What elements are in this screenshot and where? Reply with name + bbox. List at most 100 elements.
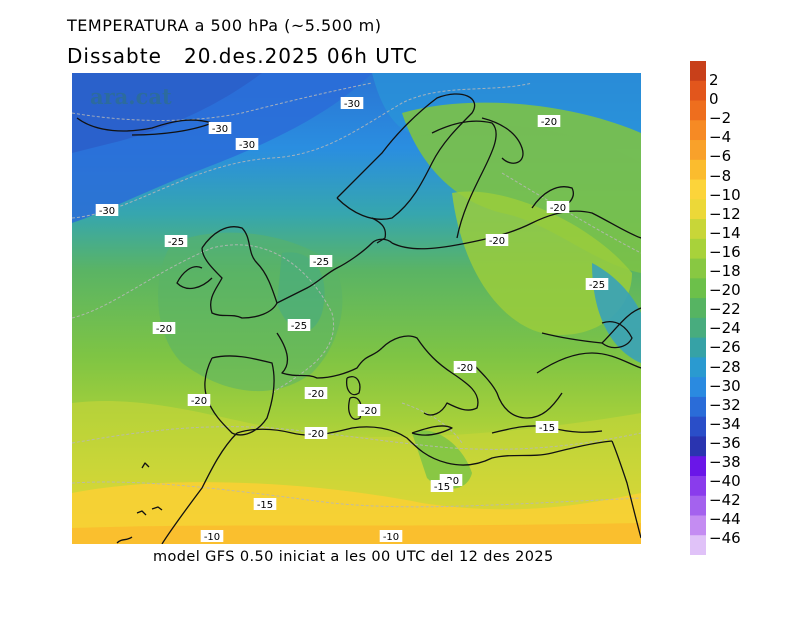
legend-label: −8 <box>709 166 732 185</box>
legend-label: −18 <box>709 262 741 280</box>
isotherm-label: -20 <box>308 389 324 400</box>
isotherm-label-bg <box>164 235 188 247</box>
isotherm-label: -30 <box>99 206 115 217</box>
isotherm-label: -20 <box>156 324 172 335</box>
legend-swatch <box>690 337 706 358</box>
isotherm-labels: -30 -30 -30 -30 -25 -25 -25 -25 -20 -20 -20 -20 -20 -… <box>95 97 609 543</box>
isotherm-label: -10 <box>383 532 399 543</box>
isotherm-label: -20 <box>550 203 566 214</box>
legend-label: −30 <box>709 376 741 395</box>
color-scale-bar <box>690 61 706 555</box>
isotherm-lines <box>72 82 641 508</box>
isotherm-label: -15 <box>539 423 555 434</box>
legend-label: −14 <box>709 223 741 242</box>
legend-label: −4 <box>709 128 732 147</box>
isotherm-label: -30 <box>212 124 228 135</box>
legend-label: −40 <box>709 472 741 491</box>
isotherm-label-bg <box>535 421 559 433</box>
legend-label: −32 <box>709 395 741 414</box>
isotherm-label: -20 <box>361 406 377 417</box>
legend-label: −16 <box>709 242 741 261</box>
legend-swatch <box>690 357 706 378</box>
legend-label: −34 <box>709 414 741 433</box>
isotherm-label: -25 <box>589 280 605 291</box>
legend-label: −6 <box>709 147 732 166</box>
isotherm-label-bg <box>287 319 311 331</box>
isotherm-label-bg <box>430 480 454 492</box>
legend-swatch <box>690 219 706 240</box>
legend-label: −20 <box>709 281 741 300</box>
isotherm-label: -20 <box>308 429 324 440</box>
isotherm-label: -30 <box>344 99 360 110</box>
legend-label: −38 <box>709 453 741 471</box>
legend-label: −10 <box>709 185 741 204</box>
isotherm-label: -25 <box>168 237 184 248</box>
isotherm-label-bg <box>546 201 570 213</box>
legend-swatch <box>690 179 706 200</box>
legend-swatch <box>690 238 706 260</box>
isotherm-label: -20 <box>457 363 473 374</box>
isotherm-label-bg <box>357 404 381 416</box>
legend-label: −26 <box>709 338 741 357</box>
isotherm-label-bg <box>309 255 333 267</box>
valid-date: 20.des.2025 06h UTC <box>183 44 418 68</box>
legend-label: −36 <box>709 433 741 452</box>
isotherm-label-bg <box>585 278 609 290</box>
legend-swatch <box>690 456 706 477</box>
isotherm-label-bg <box>200 530 224 542</box>
legend-swatch <box>690 278 706 299</box>
isotherm-label-bg <box>537 115 561 127</box>
isotherm-label: -15 <box>434 482 450 493</box>
model-info-footer: model GFS 0.50 iniciat a les 00 UTC del … <box>153 549 554 565</box>
isotherm-label: -20 <box>191 396 207 407</box>
legend-swatch <box>690 317 706 339</box>
legend-label: −22 <box>709 300 741 319</box>
legend-label: 0 <box>709 90 719 109</box>
isotherm-label-bg <box>485 234 509 246</box>
legend-swatch <box>690 120 706 141</box>
map-valid-time: Dissabte 20.des.2025 06h UTC <box>67 44 418 68</box>
isotherm-label-bg <box>187 394 211 406</box>
legend-label: 2 <box>709 71 719 89</box>
legend-label: −42 <box>709 491 741 510</box>
legend-swatch <box>690 80 706 102</box>
legend-swatch <box>690 199 706 220</box>
legend-swatch <box>690 416 706 437</box>
isotherm-label-bg <box>235 138 259 150</box>
legend-swatch <box>690 298 706 319</box>
legend-label: −46 <box>709 529 741 548</box>
isotherm-label-bg <box>253 498 277 510</box>
isotherm-label: -30 <box>239 140 255 151</box>
isotherm-label: -25 <box>313 257 329 268</box>
isotherm-label: -15 <box>257 500 273 511</box>
temperature-field <box>72 73 641 544</box>
legend-swatch <box>690 436 706 457</box>
isotherm-label: -10 <box>204 532 220 543</box>
temperature-map: -30 -30 -30 -30 -25 -25 -25 -25 -20 -20 -20 -20 -20 -… <box>72 73 641 544</box>
legend-label: −24 <box>709 319 741 338</box>
valid-day: Dissabte <box>67 44 162 68</box>
isotherm-label-bg <box>340 97 364 109</box>
isotherm-label: -20 <box>541 117 557 128</box>
isotherm-label-bg <box>453 361 477 373</box>
legend-swatch <box>690 495 706 516</box>
isotherm-label-bg <box>379 530 403 542</box>
legend-swatch <box>690 535 706 555</box>
isotherm-label: -20 <box>489 236 505 247</box>
isotherm-label-bg <box>95 204 119 216</box>
legend-swatch <box>690 515 706 536</box>
legend-swatch <box>690 396 706 418</box>
legend-swatch <box>690 258 706 279</box>
isotherm-label-bg <box>208 122 232 134</box>
legend-swatch <box>690 377 706 398</box>
legend-swatch <box>690 100 706 121</box>
legend-label: −28 <box>709 357 741 376</box>
legend-swatch <box>690 61 706 82</box>
isotherm-label-bg <box>304 427 328 439</box>
legend-swatch <box>690 159 706 181</box>
legend-label: −12 <box>709 204 741 223</box>
isotherm-label-bg <box>152 322 176 334</box>
legend-label: −44 <box>709 510 741 529</box>
isotherm-label: -25 <box>291 321 307 332</box>
legend-swatch <box>690 140 706 161</box>
